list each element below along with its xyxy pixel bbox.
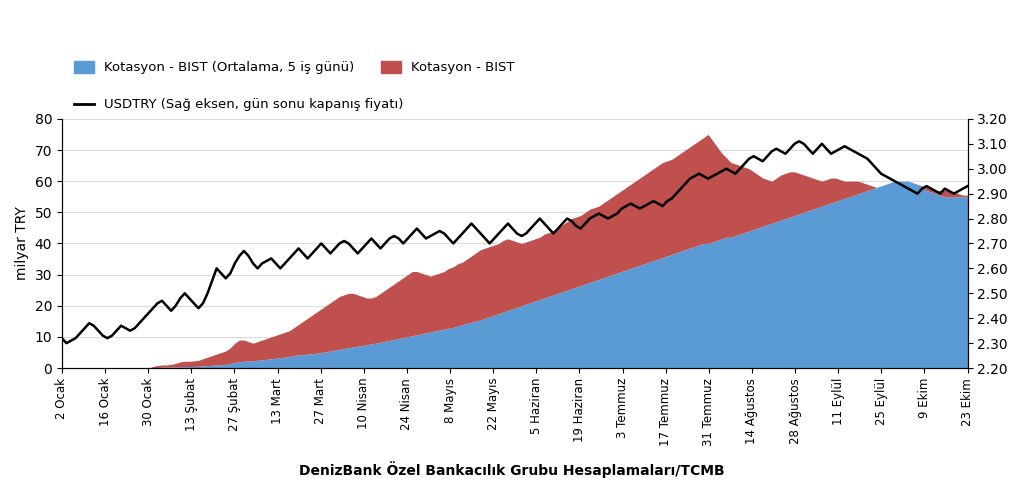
Legend: USDTRY (Sağ eksen, gün sonu kapanış fiyatı): USDTRY (Sağ eksen, gün sonu kapanış fiya… xyxy=(69,93,409,117)
Y-axis label: milyar TRY: milyar TRY xyxy=(15,206,29,280)
Text: DenizBank Özel Bankacılık Grubu Hesaplamaları/TCMB: DenizBank Özel Bankacılık Grubu Hesaplam… xyxy=(299,461,724,478)
